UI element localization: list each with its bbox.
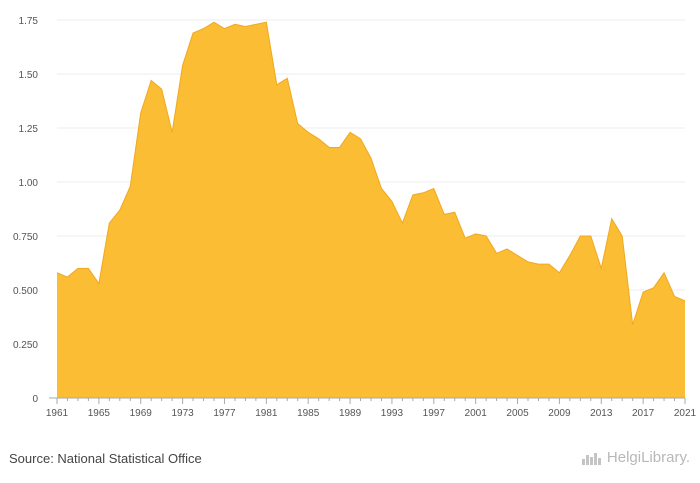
data-point[interactable] [213,21,215,23]
data-point[interactable] [328,146,330,148]
data-point[interactable] [422,192,424,194]
data-point[interactable] [359,138,361,140]
data-point[interactable] [171,131,173,133]
data-point[interactable] [66,276,68,278]
data-point[interactable] [265,21,267,23]
brand-logo[interactable]: HelgiLibrary. [581,449,690,466]
data-point[interactable] [370,157,372,159]
data-point[interactable] [192,32,194,34]
data-point[interactable] [527,261,529,263]
source-note: Source: National Statistical Office [9,451,202,466]
data-point[interactable] [631,323,633,325]
data-point[interactable] [202,27,204,29]
data-point[interactable] [516,254,518,256]
x-tick-label: 2013 [590,408,613,419]
data-point[interactable] [611,218,613,220]
x-tick-label: 2001 [465,408,488,419]
data-point[interactable] [558,272,560,274]
area-outline [56,21,686,325]
y-tick-label: 1.75 [19,16,39,27]
y-tick-label: 1.50 [19,70,39,81]
data-point[interactable] [380,187,382,189]
y-tick-label: 1.25 [19,124,39,135]
data-point[interactable] [307,131,309,133]
y-tick-label: 0.250 [13,340,38,351]
data-point[interactable] [433,187,435,189]
data-point[interactable] [579,235,581,237]
data-point[interactable] [652,287,654,289]
y-tick-label: 0.500 [13,286,38,297]
data-point[interactable] [87,267,89,269]
data-point[interactable] [77,267,79,269]
x-tick-label: 1965 [88,408,111,419]
data-point[interactable] [454,211,456,213]
data-point[interactable] [569,254,571,256]
data-point[interactable] [401,222,403,224]
data-point[interactable] [642,291,644,293]
data-point[interactable] [673,295,675,297]
data-point[interactable] [108,222,110,224]
x-tick-label: 1989 [339,408,362,419]
x-tick-label: 1981 [255,408,278,419]
helgi-library-icon [581,452,601,465]
data-point[interactable] [276,84,278,86]
data-point[interactable] [234,23,236,25]
data-point[interactable] [621,235,623,237]
y-tick-label: 0.750 [13,232,38,243]
data-point[interactable] [286,77,288,79]
x-tick-label: 1973 [171,408,194,419]
data-point[interactable] [474,233,476,235]
data-point[interactable] [223,27,225,29]
data-point[interactable] [349,131,351,133]
x-tick-label: 1969 [130,408,153,419]
data-point[interactable] [537,263,539,265]
data-point[interactable] [255,23,257,25]
data-point[interactable] [412,194,414,196]
x-tick-label: 2009 [548,408,571,419]
data-point[interactable] [140,112,142,114]
data-point[interactable] [129,185,131,187]
area-series [56,21,686,398]
x-tick-label: 2021 [674,408,697,419]
area-fill [57,22,685,398]
data-point[interactable] [391,200,393,202]
data-point[interactable] [485,235,487,237]
x-tick-label: 1993 [381,408,404,419]
data-point[interactable] [684,300,686,302]
x-tick-label: 1977 [213,408,236,419]
data-point[interactable] [443,213,445,215]
data-point[interactable] [297,122,299,124]
data-point[interactable] [317,138,319,140]
x-tick-label: 1961 [46,408,69,419]
data-point[interactable] [160,88,162,90]
data-point[interactable] [506,248,508,250]
data-point[interactable] [244,25,246,27]
y-tick-label: 0 [32,394,38,405]
brand-name: HelgiLibrary. [606,449,690,466]
x-tick-label: 2005 [506,408,529,419]
data-point[interactable] [663,272,665,274]
x-tick-label: 1985 [297,408,320,419]
data-point[interactable] [150,79,152,81]
data-point[interactable] [56,272,58,274]
x-axis-ticks: 1961 1965 1969 1973 1977 1981 1985 1989 1993 1997… [46,398,697,419]
data-point[interactable] [548,263,550,265]
data-point[interactable] [495,252,497,254]
x-tick-label: 2017 [632,408,655,419]
data-point[interactable] [590,235,592,237]
x-tick-label: 1997 [423,408,446,419]
y-tick-label: 1.00 [19,178,39,189]
data-point[interactable] [119,209,121,211]
data-point[interactable] [464,237,466,239]
data-point[interactable] [98,282,100,284]
data-point[interactable] [181,64,183,66]
data-point[interactable] [338,146,340,148]
y-axis-ticks: 0 0.250 0.500 0.750 1.00 1.25 1.50 1.75 [13,16,38,405]
chart: 0 0.250 0.500 0.750 1.00 1.25 1.50 1.75 1961 196… [13,16,697,419]
data-point[interactable] [600,267,602,269]
